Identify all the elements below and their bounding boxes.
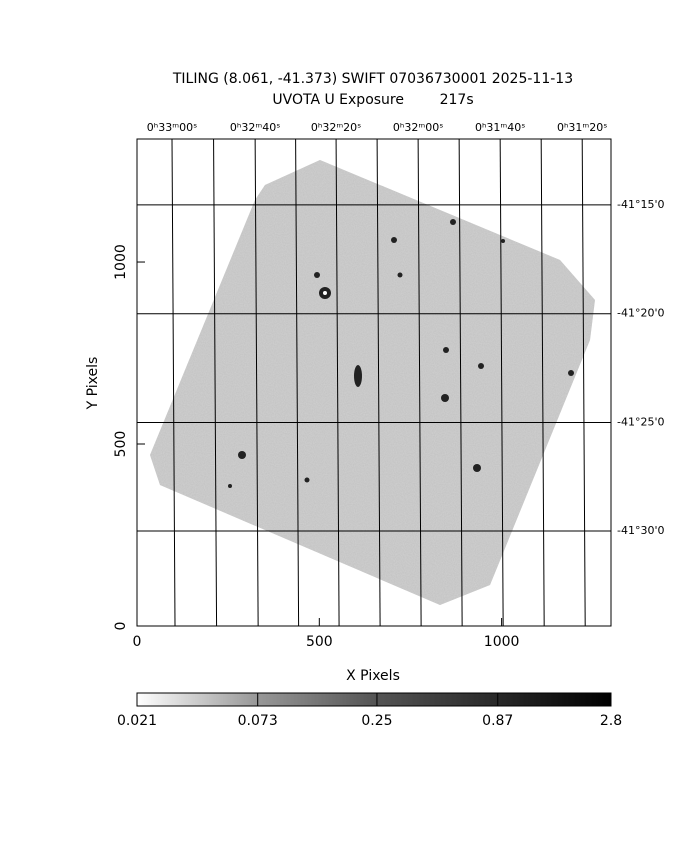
x-tick-label: 1000 (484, 634, 520, 650)
y-tick-label: 0 (113, 622, 129, 631)
ra-grid-line (335, 138, 340, 627)
x-tick-label: 500 (306, 634, 333, 650)
x-axis-label: X Pixels (346, 668, 400, 684)
ra-tick-label: 0ʰ32ᵐ40ˢ (230, 121, 280, 134)
ra-minor-grid-line (295, 138, 300, 627)
dec-tick-label: -41°20'0 (617, 307, 665, 320)
y-axis-label: Y Pixels (85, 357, 101, 411)
ra-minor-grid-line (540, 138, 545, 627)
ra-grid-line (171, 138, 176, 627)
dec-tick-label: -41°30'0 (617, 524, 665, 537)
ra-tick-label: 0ʰ33ᵐ00ˢ (147, 121, 197, 134)
ra-minor-grid-line (376, 138, 381, 627)
image (137, 139, 611, 626)
ra-grid-line (499, 138, 504, 627)
ra-tick-label: 0ʰ31ᵐ20ˢ (557, 121, 607, 134)
ra-minor-grid-line (458, 138, 463, 627)
y-tick-label: 1000 (113, 244, 129, 280)
y-tick-label: 500 (113, 431, 129, 458)
dec-tick-label: -41°25'0 (617, 416, 665, 429)
ra-grid-line (254, 138, 259, 627)
colorbar-tick-label: 2.8 (600, 713, 622, 729)
dec-tick-label: -41°15'0 (617, 198, 665, 211)
plot-frame (136, 138, 612, 627)
colorbar (136, 692, 612, 707)
chart-subtitle: UVOTA U Exposure 217s (272, 92, 473, 108)
ra-minor-grid-line (213, 138, 218, 627)
x-tick-label: 0 (133, 634, 142, 650)
grid (137, 138, 611, 627)
colorbar-tick-label: 0.87 (482, 713, 513, 729)
ra-grid-line (417, 138, 422, 627)
ra-tick-label: 0ʰ31ᵐ40ˢ (475, 121, 525, 134)
chart-title: TILING (8.061, -41.373) SWIFT 0703673000… (172, 71, 573, 87)
ra-tick-label: 0ʰ32ᵐ20ˢ (311, 121, 361, 134)
colorbar-tick-label: 0.021 (117, 713, 157, 729)
ra-tick-label: 0ʰ32ᵐ00ˢ (393, 121, 443, 134)
ra-grid-line (581, 138, 586, 627)
colorbar-tick-label: 0.073 (238, 713, 278, 729)
colorbar-tick-label: 0.25 (361, 713, 392, 729)
